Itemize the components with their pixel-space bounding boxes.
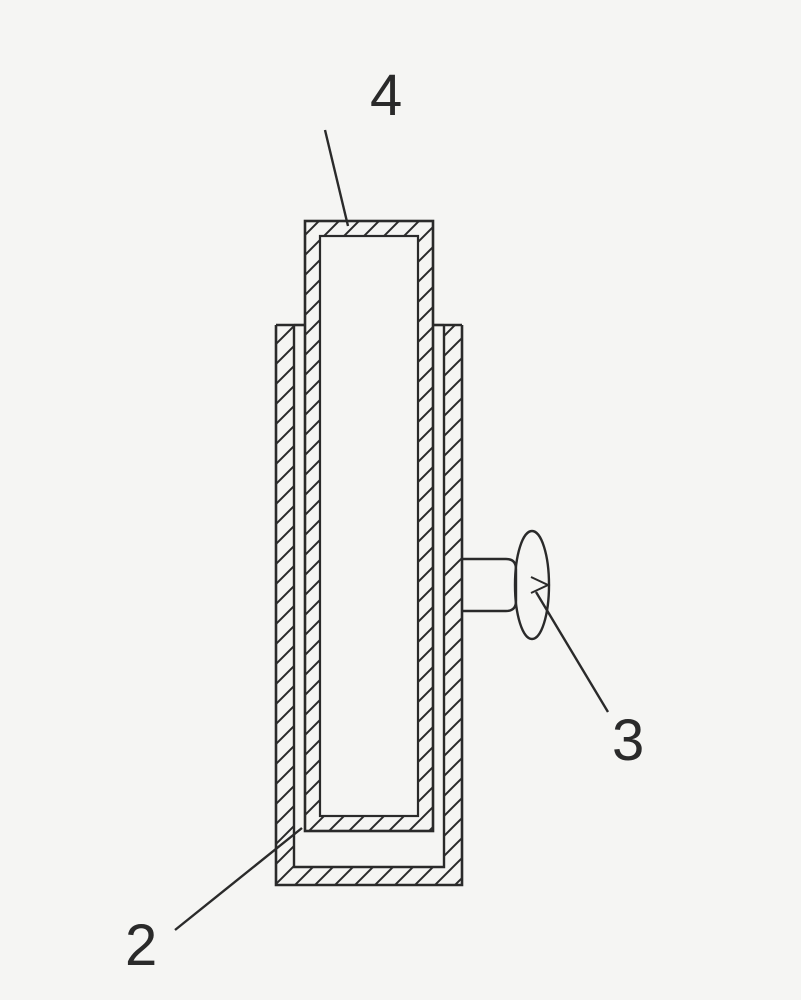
inner-sleeve-hatch [305,221,433,831]
label-3: 3 [612,708,644,773]
bolt-cap-slot [531,577,548,593]
bolt-assembly [462,531,549,639]
leader-4 [325,130,348,226]
bolt-cap [515,531,549,639]
diagram-canvas: 4 3 2 [0,0,801,1000]
label-4: 4 [370,63,402,128]
leader-3 [536,592,608,712]
bolt-shaft [462,559,516,611]
inner-sleeve [305,221,433,831]
label-2: 2 [125,913,157,978]
